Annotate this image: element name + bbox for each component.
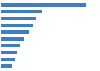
Bar bbox=[1, 3, 86, 7]
Bar bbox=[1, 51, 16, 54]
Bar bbox=[1, 37, 24, 41]
Bar bbox=[1, 64, 12, 68]
Bar bbox=[1, 58, 15, 61]
Bar bbox=[1, 17, 36, 20]
Bar bbox=[1, 44, 20, 47]
Bar bbox=[1, 10, 42, 13]
Bar bbox=[1, 24, 34, 27]
Bar bbox=[1, 30, 29, 34]
